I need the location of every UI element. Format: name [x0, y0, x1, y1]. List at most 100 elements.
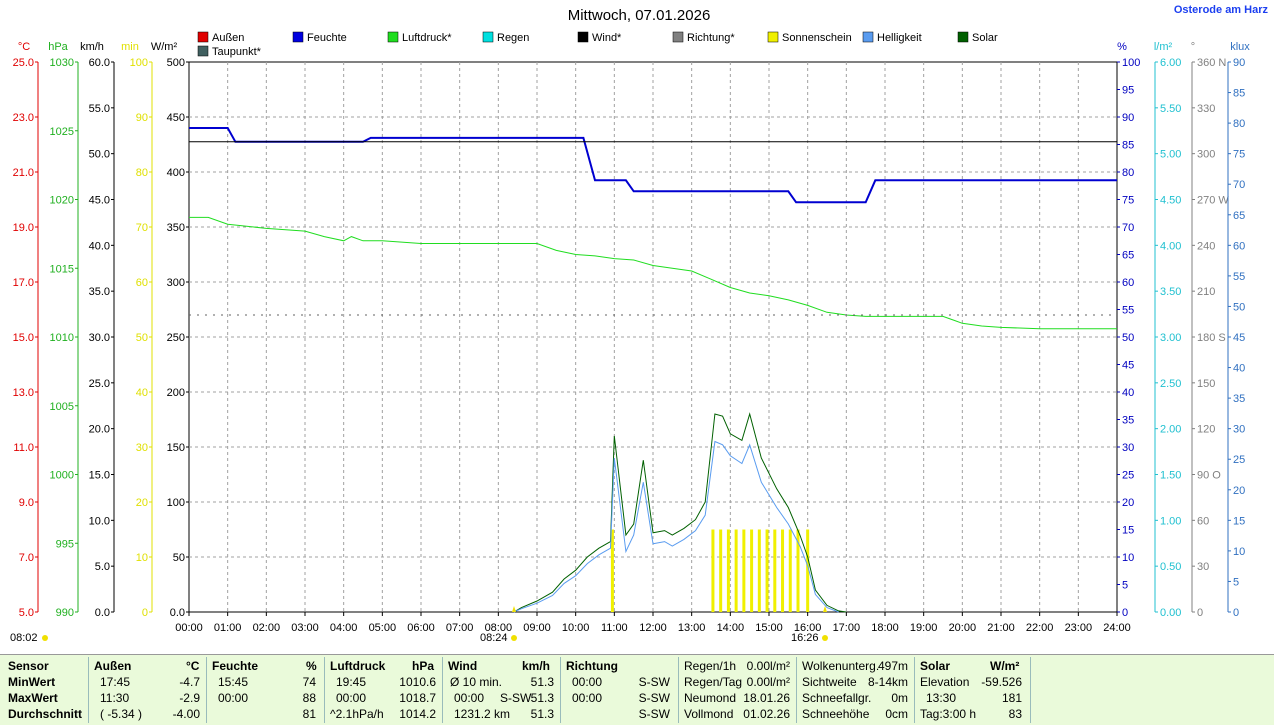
axis-tick-label: 1000	[50, 470, 74, 482]
sunrise-time-label: 08:24	[480, 632, 508, 644]
station-link[interactable]: Osterode am Harz	[1173, 4, 1268, 16]
aussen-min-time: 17:45	[100, 675, 131, 689]
row-label-max: MaxWert	[8, 691, 58, 705]
legend-label: Luftdruck*	[402, 32, 452, 44]
x-tick-label: 08:00	[485, 622, 513, 634]
axis-unit: W/m²	[151, 41, 178, 53]
axis-tick-label: 9.0	[19, 497, 34, 509]
rain-1h-label: Regen/1h	[684, 659, 737, 673]
sunshine-bar	[757, 529, 761, 612]
axis-unit: hPa	[48, 41, 68, 53]
sunshine-bar	[726, 529, 730, 612]
header-aussen-unit: °C	[186, 659, 200, 673]
axis-tick-label: 30	[1233, 424, 1245, 436]
axis-unit: %	[1117, 41, 1127, 53]
wind-max-time: 00:00	[454, 691, 485, 705]
luftdruck-min-time: 19:45	[336, 675, 367, 689]
legend-label: Wind*	[592, 32, 622, 44]
solar-elevation-label: Elevation	[920, 675, 970, 689]
axis-tick-label: 50	[136, 332, 148, 344]
axis-solar: W/m² 500 450 400 350 300 250 200 150 100 50 0.0	[151, 41, 189, 619]
axis-tick-label: 80	[136, 167, 148, 179]
axis-tick-label: 85	[1122, 140, 1134, 152]
axis-tick-label: 60	[136, 277, 148, 289]
x-tick-label: 10:00	[562, 622, 590, 634]
x-tick-label: 12:00	[639, 622, 667, 634]
x-tick-label: 23:00	[1065, 622, 1093, 634]
fullmoon-value: 01.02.26	[743, 707, 790, 721]
header-sensor: Sensor	[8, 659, 49, 673]
aussen-max-value: -2.9	[179, 691, 200, 705]
weather-chart: Mittwoch, 07.01.2026 Außen Feuchte Luftdru…	[10, 7, 1251, 644]
axis-tick-label: 1005	[50, 401, 74, 413]
axis-tick-label: 70	[136, 222, 148, 234]
axis-tick-label: 0.50	[1160, 561, 1181, 573]
stats-panel: Sensor MinWert MaxWert Durchschnitt Auße…	[0, 654, 1274, 725]
axis-tick-label: 20.0	[89, 424, 110, 436]
aussen-max-time: 11:30	[100, 691, 130, 705]
legend-label: Außen	[212, 32, 244, 44]
x-tick-label: 03:00	[291, 622, 319, 634]
axis-tick-label: 200	[167, 387, 185, 399]
axis-tick-label: 5.50	[1160, 103, 1181, 115]
legend-label: Helligkeit	[877, 32, 922, 44]
axis-tick-label: 995	[56, 538, 74, 550]
sunshine-bar	[742, 529, 746, 612]
richtung-max-value: S-SW	[638, 691, 670, 705]
axis-pressure: hPa 1030 1025 1020 1015 1010 1005 1000 995 990	[48, 41, 79, 619]
legend-label: Sonnenschein	[782, 32, 852, 44]
axis-tick-label: 240	[1197, 240, 1215, 252]
series-solar	[513, 412, 847, 613]
series-lines	[189, 127, 1117, 613]
sunshine-bar	[711, 529, 715, 612]
luftdruck-max-value: 1018.7	[399, 691, 436, 705]
x-tick-label: 21:00	[987, 622, 1015, 634]
luftdruck-trend: ^2.1hPa/h	[330, 707, 384, 721]
sun-icon	[822, 635, 828, 641]
legend-swatch	[672, 31, 684, 43]
legend-swatch	[482, 31, 494, 43]
axis-tick-label: 3.00	[1160, 332, 1181, 344]
snowline-label: Schneefallgr.	[802, 691, 872, 705]
axis-tick-label: 50	[1122, 332, 1134, 344]
x-tick-label: 15:00	[755, 622, 783, 634]
x-tick-label: 14:00	[717, 622, 745, 634]
cloudbase-label: Wolkenunterg.	[802, 659, 880, 673]
axis-tick-label: 150	[167, 442, 185, 454]
solar-elevation-value: -59.526	[981, 675, 1022, 689]
x-tick-label: 24:00	[1103, 622, 1131, 634]
axis-tick-label: 65	[1233, 210, 1245, 222]
axis-tick-label: 150	[1197, 378, 1215, 390]
axis-unit: l/m²	[1154, 41, 1173, 53]
axis-rain: l/m² 6.00 5.50 5.00 4.50 4.00 3.50 3.00 2.50 2.00…	[1154, 41, 1182, 619]
axis-tick-label: 210	[1197, 286, 1215, 298]
legend-label: Taupunkt*	[212, 46, 262, 58]
axis-tick-label: 65	[1122, 250, 1134, 262]
wind-max-value: 51.3	[530, 691, 554, 705]
axis-tick-label: 270 W	[1197, 195, 1229, 207]
solar-day-label: Tag:3:00 h	[920, 707, 977, 721]
header-solar-unit: W/m²	[990, 659, 1020, 673]
sunshine-bars	[610, 529, 810, 612]
axis-tick-label: 15.0	[89, 470, 110, 482]
axis-tick-label: 1025	[50, 126, 74, 138]
header-luftdruck: Luftdruck	[330, 659, 386, 673]
feuchte-min-value: 74	[302, 675, 316, 689]
axis-tick-label: 330	[1197, 103, 1215, 115]
sunshine-bar	[806, 529, 810, 612]
axis-tick-label: 19.0	[13, 222, 34, 234]
axis-tick-label: 10	[1233, 546, 1245, 558]
axis-tick-label: 80	[1122, 167, 1134, 179]
axis-tick-label: 90	[136, 112, 148, 124]
aussen-min-value: -4.7	[179, 675, 200, 689]
axis-tick-label: 25.0	[89, 378, 110, 390]
snowline-value: 0m	[891, 691, 908, 705]
axis-tick-label: 7.0	[19, 552, 34, 564]
legend-swatch	[387, 31, 399, 43]
axis-tick-label: 50	[173, 552, 185, 564]
axes: °C 25.0 23.0 21.0 19.0 17.0 15.0 13.0 11.0 9.0 7.0…	[13, 41, 1251, 619]
wind-max-dir: S-SW	[500, 691, 532, 705]
sunset-marker	[823, 606, 827, 612]
axis-tick-label: 15	[1122, 525, 1134, 537]
